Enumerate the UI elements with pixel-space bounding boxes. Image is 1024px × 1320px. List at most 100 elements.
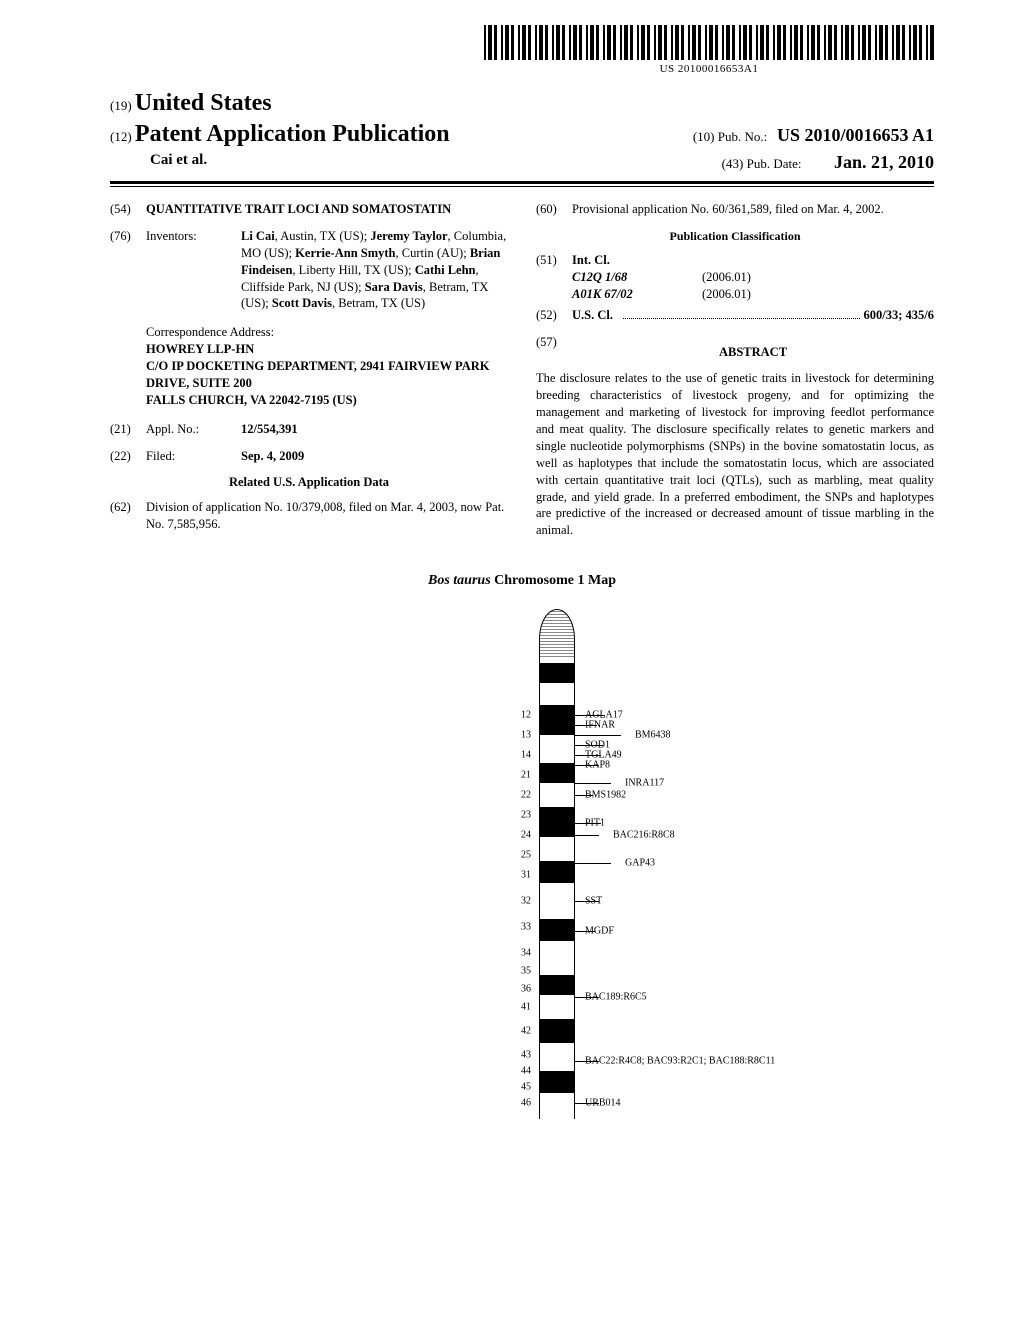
pub-no-line: (10) Pub. No.: US 2010/0016653 A1 — [693, 125, 934, 146]
intcl-code: A01K 67/02 — [572, 286, 702, 303]
intcl-code: C12Q 1/68 — [572, 269, 702, 286]
chromosome-diagram: 1213142122232425313233343536414243444546… — [465, 609, 579, 1119]
figure-title-suffix: Chromosome 1 Map — [491, 573, 616, 588]
marker-label: IFNAR — [585, 720, 615, 731]
position-label: 32 — [521, 896, 531, 907]
chromosome-band — [540, 861, 574, 883]
abstract-num-row: (57) ABSTRACT — [536, 334, 934, 367]
chromosome-band — [540, 663, 574, 683]
division-field: (62) Division of application No. 10/379,… — [110, 499, 508, 533]
doc-type-line: (12) Patent Application Publication — [110, 121, 450, 148]
position-label: 44 — [521, 1066, 531, 1077]
position-label: 45 — [521, 1082, 531, 1093]
appl-num-num: (21) — [110, 421, 146, 438]
doc-type-num: (12) — [110, 129, 132, 144]
provisional-field: (60) Provisional application No. 60/361,… — [536, 201, 934, 218]
marker-label: URB014 — [585, 1098, 621, 1109]
title-num: (54) — [110, 201, 146, 218]
filed-date: Sep. 4, 2009 — [241, 448, 508, 465]
position-label: 13 — [521, 730, 531, 741]
pub-no-num: (10) — [693, 129, 715, 144]
figure-section: Bos taurus Chromosome 1 Map 121314212223… — [110, 573, 934, 1123]
marker-line — [575, 835, 599, 836]
position-label: 12 — [521, 710, 531, 721]
uscl-val: 600/33; 435/6 — [864, 307, 934, 324]
chromosome-tip — [539, 609, 575, 657]
divider-thin — [110, 186, 934, 187]
chromosome-band — [540, 763, 574, 783]
marker-label: INRA117 — [625, 778, 664, 789]
barcode-section: US 20100016653A1 — [484, 25, 934, 75]
filed-label: Filed: — [146, 448, 241, 465]
pub-date-num: (43) — [722, 156, 744, 171]
uscl-num: (52) — [536, 307, 572, 324]
chromosome-band — [540, 1071, 574, 1093]
header-block: (19) United States (12) Patent Applicati… — [110, 90, 934, 187]
marker-label: MGDF — [585, 926, 614, 937]
marker-label: SST — [585, 896, 602, 907]
position-label: 25 — [521, 850, 531, 861]
doc-type: Patent Application Publication — [135, 121, 450, 147]
abstract-heading: ABSTRACT — [572, 344, 934, 361]
title-field: (54) QUANTITATIVE TRAIT LOCI AND SOMATOS… — [110, 201, 508, 218]
position-label: 41 — [521, 1002, 531, 1013]
marker-label: BAC22:R4C8; BAC93:R2C1; BAC188:R8C11 — [585, 1056, 775, 1067]
intcl-label: Int. Cl. — [572, 252, 934, 269]
marker-label: BAC189:R6C5 — [585, 992, 647, 1003]
intcl-list: C12Q 1/68(2006.01)A01K 67/02(2006.01) — [572, 269, 934, 303]
filed-field: (22) Filed: Sep. 4, 2009 — [110, 448, 508, 465]
inventors-label: Inventors: — [146, 228, 241, 312]
country-num: (19) — [110, 98, 132, 113]
intcl-year: (2006.01) — [702, 286, 751, 303]
figure-title-prefix: Bos taurus — [428, 573, 491, 588]
marker-label: PIT1 — [585, 818, 605, 829]
intcl-year: (2006.01) — [702, 269, 751, 286]
title-text: QUANTITATIVE TRAIT LOCI AND SOMATOSTATIN — [146, 201, 508, 218]
marker-label: BAC216:R8C8 — [613, 830, 675, 841]
division-text: Division of application No. 10/379,008, … — [146, 499, 508, 533]
position-label: 33 — [521, 922, 531, 933]
position-label: 42 — [521, 1026, 531, 1037]
position-label: 35 — [521, 966, 531, 977]
pub-date-line: (43) Pub. Date: Jan. 21, 2010 — [722, 152, 934, 173]
uscl-block: (52) U.S. Cl. 600/33; 435/6 — [536, 307, 934, 324]
appl-field: (21) Appl. No.: 12/554,391 — [110, 421, 508, 438]
provisional-num: (60) — [536, 201, 572, 218]
body-columns: (54) QUANTITATIVE TRAIT LOCI AND SOMATOS… — [110, 201, 934, 543]
correspond-addr: HOWREY LLP-HNC/O IP DOCKETING DEPARTMENT… — [146, 341, 508, 409]
marker-line — [575, 863, 611, 864]
position-label: 43 — [521, 1050, 531, 1061]
correspondence-block: Correspondence Address: HOWREY LLP-HNC/O… — [146, 324, 508, 408]
chromosome-band — [540, 807, 574, 837]
uscl-label: U.S. Cl. — [572, 307, 613, 324]
header-country-line: (19) United States — [110, 90, 934, 117]
position-label: 46 — [521, 1098, 531, 1109]
chromosome-band — [540, 705, 574, 735]
division-num: (62) — [110, 499, 146, 533]
divider-thick — [110, 181, 934, 184]
inventors-text: Li Cai, Austin, TX (US); Jeremy Taylor, … — [241, 228, 508, 312]
barcode-text: US 20100016653A1 — [484, 63, 934, 75]
left-column: (54) QUANTITATIVE TRAIT LOCI AND SOMATOS… — [110, 201, 508, 543]
inventors-num: (76) — [110, 228, 146, 312]
marker-label: GAP43 — [625, 858, 655, 869]
pubclass-heading: Publication Classification — [536, 228, 934, 244]
chromosome-body — [539, 657, 575, 1119]
position-label: 22 — [521, 790, 531, 801]
marker-label: BMS1982 — [585, 790, 626, 801]
abstract-text: The disclosure relates to the use of gen… — [536, 370, 934, 539]
marker-line — [575, 783, 611, 784]
pub-date: Jan. 21, 2010 — [834, 152, 934, 172]
authors: Cai et al. — [150, 152, 207, 173]
marker-label: KAP8 — [585, 760, 610, 771]
chromosome-band — [540, 1019, 574, 1043]
intcl-row: C12Q 1/68(2006.01) — [572, 269, 934, 286]
chromosome-band — [540, 975, 574, 995]
intcl-block: (51) Int. Cl. C12Q 1/68(2006.01)A01K 67/… — [536, 252, 934, 303]
position-label: 14 — [521, 750, 531, 761]
position-label: 31 — [521, 870, 531, 881]
right-column: (60) Provisional application No. 60/361,… — [536, 201, 934, 543]
pub-no-label: Pub. No.: — [718, 129, 767, 144]
position-label: 24 — [521, 830, 531, 841]
position-label: 21 — [521, 770, 531, 781]
